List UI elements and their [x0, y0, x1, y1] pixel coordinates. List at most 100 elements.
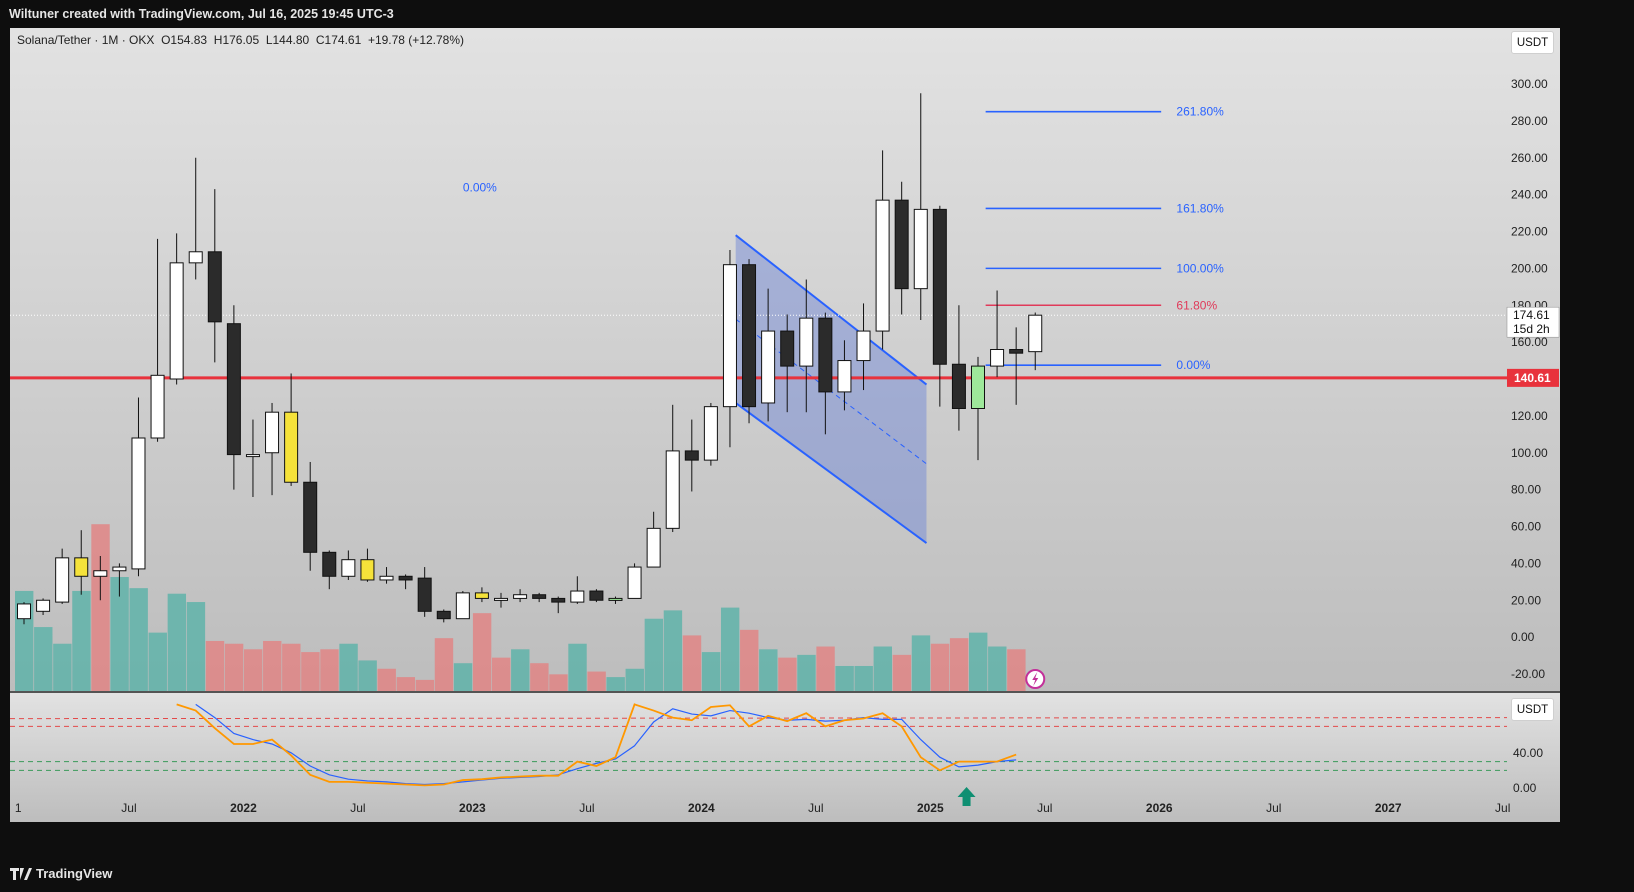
- candle-body[interactable]: [36, 599, 51, 612]
- volume-bar: [72, 590, 91, 691]
- x-tick-label: Jul: [808, 801, 823, 815]
- candle-body[interactable]: [627, 566, 642, 599]
- candle-body[interactable]: [131, 437, 146, 570]
- volume-bar: [148, 632, 167, 691]
- candle-body[interactable]: [1009, 349, 1024, 354]
- candle-body[interactable]: [913, 208, 928, 290]
- x-tick-label: Jul: [121, 801, 136, 815]
- rsi-overbought-line: [10, 717, 1508, 720]
- volume-bar: [434, 638, 454, 691]
- price-unit-button[interactable]: USDT: [1511, 31, 1554, 54]
- candle-body[interactable]: [322, 551, 337, 577]
- candle-body[interactable]: [226, 323, 241, 456]
- volume-bar: [224, 643, 244, 691]
- candle-body[interactable]: [74, 557, 89, 577]
- candle-body[interactable]: [436, 610, 451, 620]
- channel-upper-line[interactable]: [735, 234, 928, 386]
- candle-body[interactable]: [742, 264, 757, 408]
- candle-body[interactable]: [93, 570, 108, 577]
- candle-body[interactable]: [646, 527, 661, 568]
- volume-bar: [282, 643, 301, 691]
- candle-body[interactable]: [245, 454, 260, 458]
- volume-bar: [339, 643, 358, 691]
- fib-level-label: 161.80%: [1176, 201, 1224, 215]
- candle-body[interactable]: [417, 577, 432, 612]
- candle-body[interactable]: [474, 592, 489, 599]
- legend-symbol[interactable]: Solana/Tether · 1M · OKX: [17, 33, 155, 47]
- candle-body[interactable]: [703, 406, 718, 461]
- candle-body[interactable]: [570, 590, 585, 603]
- candle-body[interactable]: [818, 317, 833, 393]
- candle-body[interactable]: [360, 559, 375, 581]
- candle-body[interactable]: [990, 349, 1005, 367]
- candle-body[interactable]: [207, 251, 222, 323]
- x-tick-label: 2026: [1146, 801, 1173, 815]
- candle-body[interactable]: [398, 575, 413, 581]
- candle-body[interactable]: [589, 590, 604, 601]
- candle-body[interactable]: [837, 360, 852, 393]
- x-tick-label: 2024: [688, 801, 715, 815]
- candle-body[interactable]: [875, 199, 890, 332]
- attribution-bar: Wiltuner created with TradingView.com, J…: [0, 0, 1634, 27]
- rsi-y-tick-label: 40.00: [1513, 746, 1543, 760]
- tradingview-brand: TradingView: [36, 866, 113, 881]
- volume-bar: [34, 627, 53, 691]
- y-tick-label: 220.00: [1511, 225, 1548, 239]
- candle-body[interactable]: [341, 559, 356, 577]
- candle-body[interactable]: [112, 566, 127, 572]
- candle-body[interactable]: [722, 264, 737, 408]
- chart-canvas[interactable]: 300.00 280.00 260.00 240.00 220.00 200.00 1 80.…: [10, 28, 1560, 822]
- candle-body[interactable]: [379, 575, 394, 581]
- volume-bar: [759, 649, 778, 691]
- candle-body[interactable]: [455, 592, 470, 620]
- candle-body[interactable]: [971, 365, 985, 409]
- candle-body[interactable]: [17, 603, 31, 620]
- candle-body[interactable]: [856, 330, 871, 362]
- fib-level-label: 261.80%: [1176, 105, 1224, 119]
- x-tick-label: Jul: [1037, 801, 1052, 815]
- legend-change: +19.78 (+12.78%): [367, 33, 465, 47]
- x-tick-label: Jul: [579, 801, 594, 815]
- candle-body[interactable]: [188, 251, 203, 264]
- candle-body[interactable]: [684, 450, 699, 461]
- x-tick-label: 2022: [230, 801, 257, 815]
- rsi-y-tick-label: 0.00: [1513, 781, 1537, 795]
- candle-body[interactable]: [303, 481, 318, 553]
- tradingview-logo[interactable]: TradingView: [10, 866, 112, 881]
- volume-bar: [740, 629, 759, 691]
- rsi-unit-button[interactable]: USDT: [1511, 698, 1554, 721]
- countdown-tag: 15d 2h: [1513, 322, 1550, 336]
- candle-body[interactable]: [284, 411, 299, 483]
- candle-body[interactable]: [894, 199, 909, 290]
- candle-body[interactable]: [265, 411, 280, 454]
- support-price-tag-bg: [1507, 368, 1559, 387]
- candle-body[interactable]: [494, 597, 508, 601]
- volume-bar: [243, 649, 263, 691]
- candle-body[interactable]: [799, 317, 814, 367]
- candle-body[interactable]: [665, 450, 680, 529]
- channel-lower-line[interactable]: [735, 402, 928, 544]
- volume-bar: [797, 654, 816, 691]
- candle-body[interactable]: [513, 594, 528, 599]
- candle-body[interactable]: [761, 330, 776, 404]
- candle-body[interactable]: [1028, 314, 1043, 353]
- y-tick-label: -20.00: [1511, 667, 1545, 681]
- volume-bar: [91, 524, 110, 691]
- candle-body[interactable]: [532, 594, 547, 599]
- candle-body[interactable]: [932, 208, 947, 365]
- candle-body[interactable]: [150, 374, 165, 439]
- candle-body[interactable]: [169, 262, 184, 380]
- candle-body[interactable]: [780, 330, 795, 367]
- volume-bar: [873, 646, 892, 691]
- x-tick-label: 2025: [917, 801, 944, 815]
- candle-body[interactable]: [551, 597, 566, 603]
- volume-bar: [301, 652, 320, 691]
- volume-bar: [472, 613, 492, 691]
- volume-bar: [949, 638, 969, 691]
- x-tick-label: 2023: [459, 801, 486, 815]
- candle-body[interactable]: [951, 363, 966, 409]
- volume-bar: [377, 668, 396, 691]
- x-tick-label: 2027: [1375, 801, 1402, 815]
- candle-body[interactable]: [608, 597, 623, 601]
- candle-body[interactable]: [55, 557, 70, 603]
